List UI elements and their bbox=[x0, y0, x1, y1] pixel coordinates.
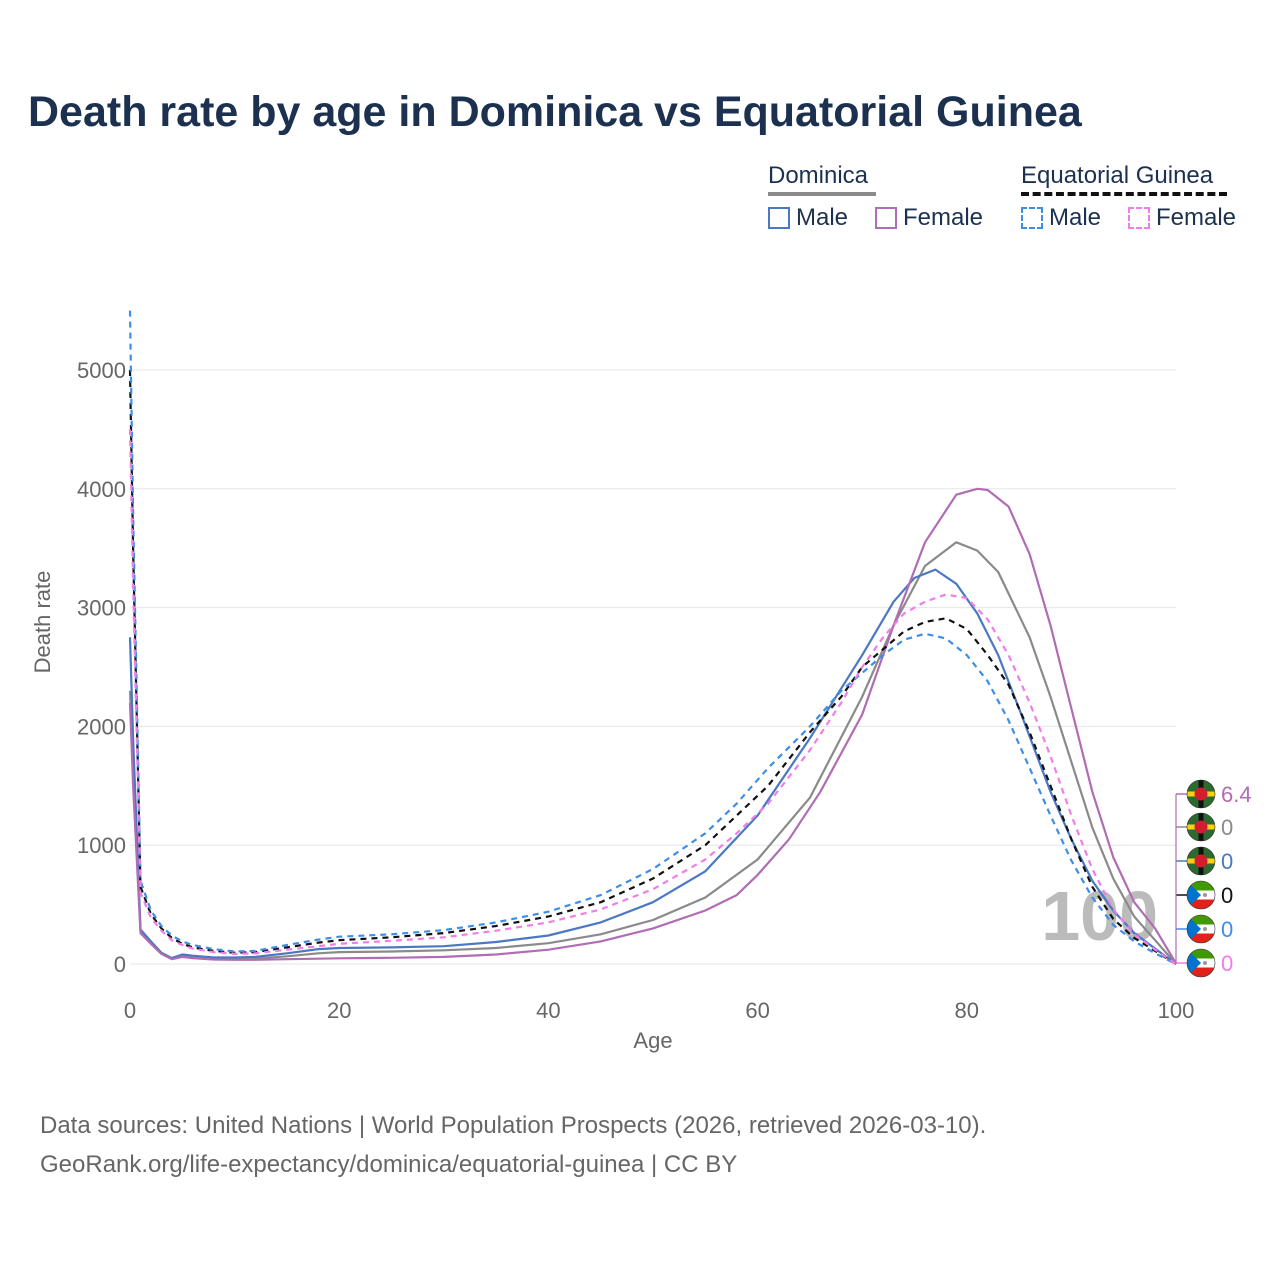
equatorial-guinea-flag-icon bbox=[1187, 881, 1215, 909]
dominica-flag-icon bbox=[1187, 813, 1215, 841]
y-axis-label: Death rate bbox=[30, 571, 55, 674]
x-tick-label-20: 20 bbox=[327, 998, 351, 1023]
year-label: 100 bbox=[1041, 877, 1158, 955]
end-label-equatorial-guinea-female: 0 bbox=[1176, 948, 1233, 978]
legend-swatch-dominica-male bbox=[768, 207, 790, 229]
footer-sources: Data sources: United Nations | World Pop… bbox=[40, 1112, 987, 1139]
legend-label-equatorial-guinea-male: Male bbox=[1049, 204, 1102, 231]
equatorial-guinea-flag-icon bbox=[1187, 915, 1215, 943]
legend-label-equatorial-guinea-female: Female bbox=[1156, 204, 1237, 231]
axes: 0 1000 2000 3000 4000 5000 0 20 40 60 80 100 Age Deat… bbox=[30, 358, 1194, 1053]
x-tick-label-60: 60 bbox=[745, 998, 769, 1023]
grid bbox=[130, 369, 1176, 965]
legend-swatch-equatorial-guinea-female bbox=[1128, 207, 1150, 229]
legend-swatch-dominica-female bbox=[875, 207, 897, 229]
legend-group-equatorial-guinea-label: Equatorial Guinea bbox=[1021, 162, 1214, 189]
series-group bbox=[128, 310, 1177, 965]
y-tick-label-3000: 3000 bbox=[77, 596, 126, 621]
y-tick-label-4000: 4000 bbox=[77, 477, 126, 502]
dominica-flag-icon bbox=[1187, 780, 1215, 808]
end-label-dominica-total: 0 bbox=[1176, 812, 1233, 842]
x-tick-label-0: 0 bbox=[124, 998, 136, 1023]
y-tick-label-1000: 1000 bbox=[77, 833, 126, 858]
end-label-dominica-female: 6.4 bbox=[1176, 779, 1252, 809]
x-tick-label-100: 100 bbox=[1158, 998, 1195, 1023]
series-line-equatorial-guinea-total[interactable] bbox=[128, 369, 1177, 965]
legend-group-dominica-label: Dominica bbox=[768, 162, 869, 189]
end-labels: 6.4 0 0 0 0 0 bbox=[1175, 779, 1252, 978]
y-tick-label-0: 0 bbox=[114, 952, 126, 977]
legend-swatch-equatorial-guinea-male bbox=[1021, 207, 1043, 229]
dominica-flag-icon bbox=[1187, 847, 1215, 875]
series-line-dominica-female[interactable] bbox=[128, 487, 1177, 964]
end-label-dominica-male: 0 bbox=[1176, 846, 1233, 876]
legend-item-dominica-female[interactable]: Female bbox=[875, 204, 983, 232]
legend-label-dominica-female: Female bbox=[903, 204, 984, 231]
legend-item-dominica-male[interactable]: Male bbox=[768, 204, 848, 232]
footer: Data sources: United Nations | World Pop… bbox=[40, 1106, 986, 1184]
end-value: 6.4 bbox=[1221, 782, 1252, 807]
x-tick-label-80: 80 bbox=[955, 998, 979, 1023]
legend-group-dominica-line bbox=[768, 192, 876, 196]
footer-link[interactable]: GeoRank.org/life-expectancy/dominica/equ… bbox=[40, 1151, 738, 1178]
x-axis-label: Age bbox=[633, 1028, 672, 1053]
end-value: 0 bbox=[1221, 849, 1233, 874]
legend-group-equatorial-guinea-line bbox=[1021, 192, 1227, 196]
series-line-equatorial-guinea-male[interactable] bbox=[128, 310, 1177, 965]
end-label-equatorial-guinea-male: 0 bbox=[1176, 914, 1233, 944]
series-line-equatorial-guinea-female[interactable] bbox=[128, 429, 1177, 965]
end-value: 0 bbox=[1221, 951, 1233, 976]
chart-title: Death rate by age in Dominica vs Equator… bbox=[28, 88, 1082, 136]
end-label-equatorial-guinea-total: 0 bbox=[1176, 880, 1233, 910]
series-line-dominica-male[interactable] bbox=[128, 568, 1177, 965]
y-tick-label-5000: 5000 bbox=[77, 358, 126, 383]
equatorial-guinea-flag-icon bbox=[1187, 949, 1215, 977]
end-value: 0 bbox=[1221, 883, 1233, 908]
y-tick-label-2000: 2000 bbox=[77, 714, 126, 739]
legend-label-dominica-male: Male bbox=[796, 204, 849, 231]
legend-item-equatorial-guinea-female[interactable]: Female bbox=[1128, 204, 1236, 232]
end-value: 0 bbox=[1221, 917, 1233, 942]
x-tick-label-40: 40 bbox=[536, 998, 560, 1023]
series-line-dominica-total[interactable] bbox=[128, 541, 1177, 965]
end-value: 0 bbox=[1221, 815, 1233, 840]
legend-item-equatorial-guinea-male[interactable]: Male bbox=[1021, 204, 1101, 232]
